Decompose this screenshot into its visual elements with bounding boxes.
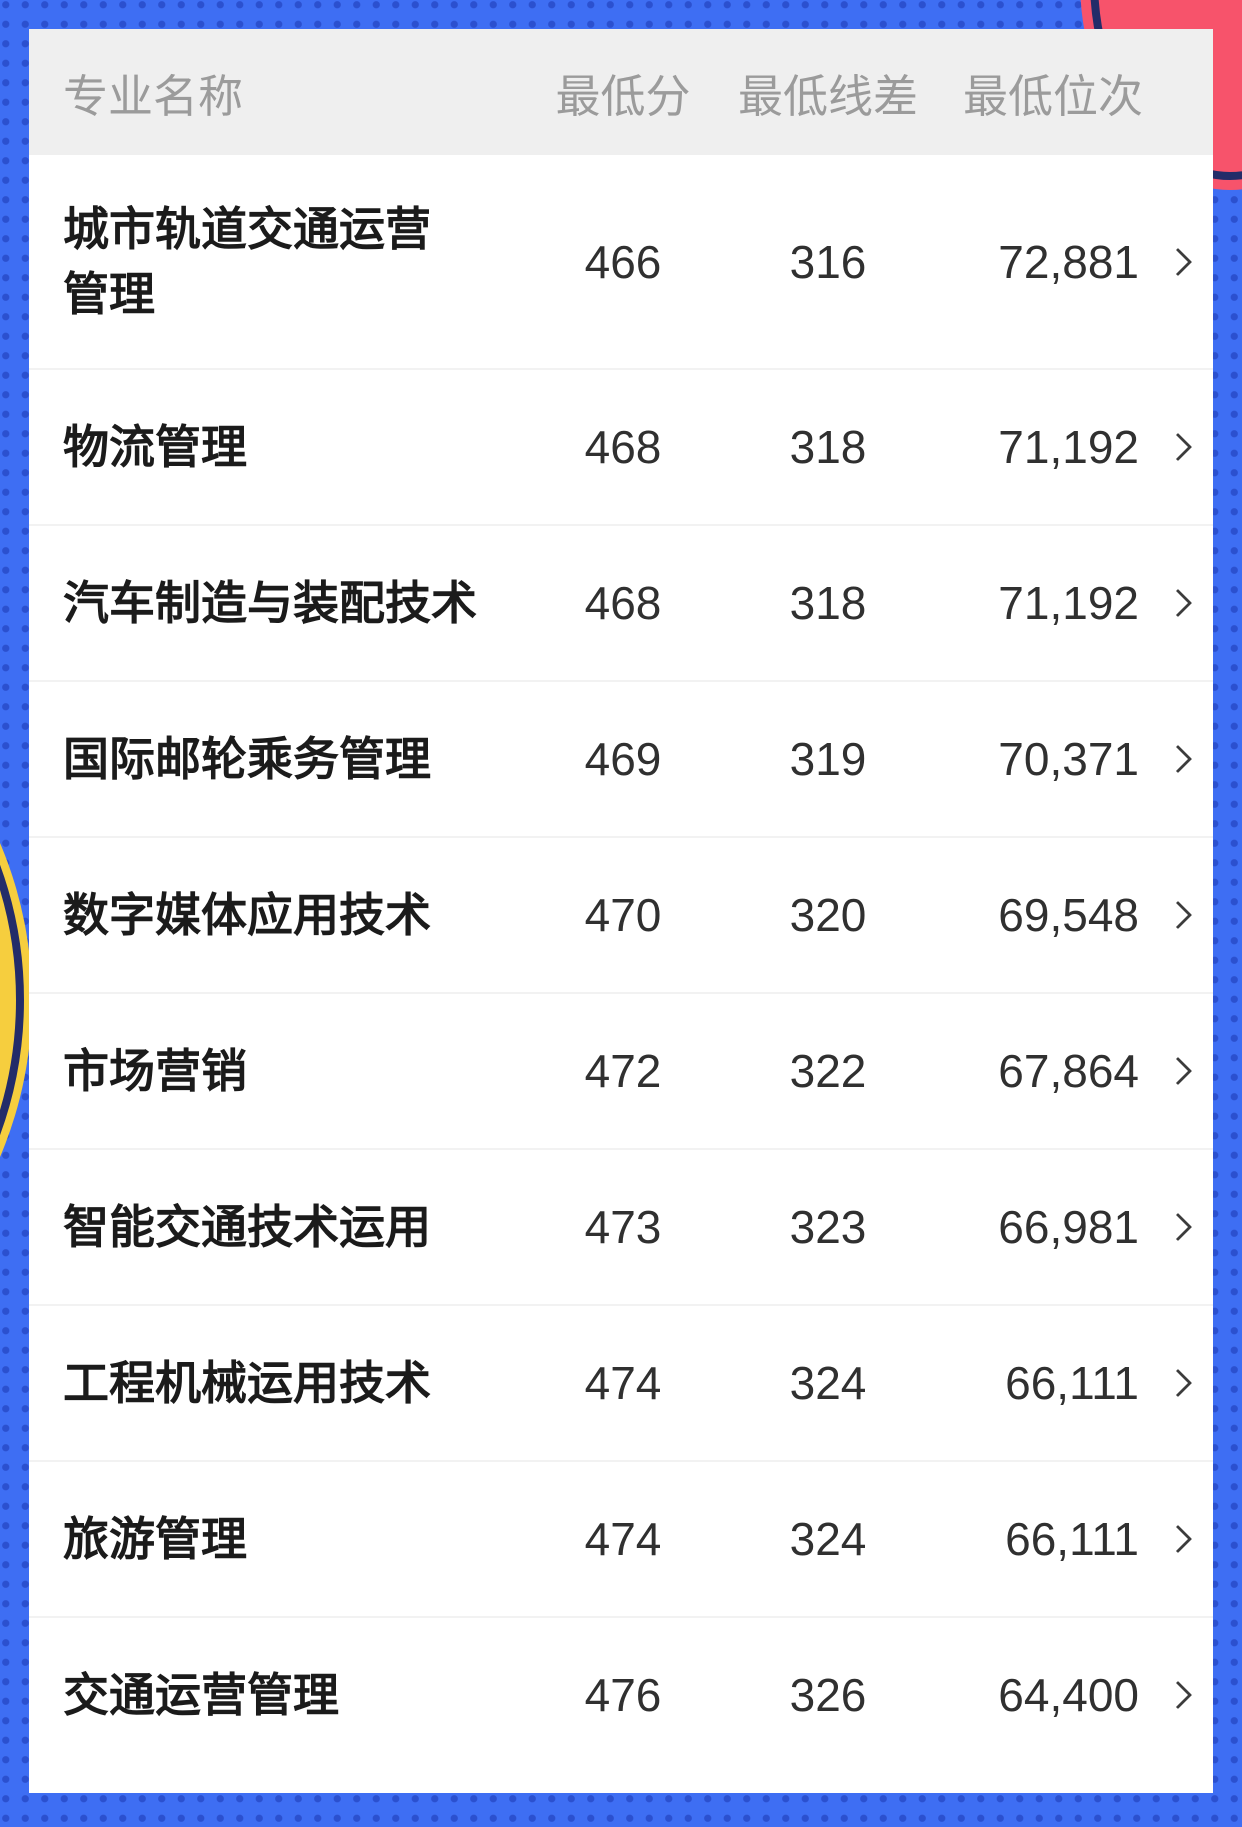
major-name: 物流管理: [63, 420, 247, 473]
min-diff-value: 320: [789, 889, 867, 941]
min-rank-value: 67,864: [998, 1045, 1139, 1097]
header-min-diff: 最低线差: [737, 70, 918, 122]
scores-table-card: 专业名称 最低分 最低线差 最低位次 城市轨道交通运营 管理 466 316 7…: [29, 29, 1213, 1793]
min-rank-value: 64,400: [998, 1669, 1139, 1721]
min-score-value: 470: [584, 889, 662, 941]
min-rank-value: 66,111: [1005, 1357, 1139, 1409]
table-row[interactable]: 汽车制造与装配技术 468 318 71,192: [29, 524, 1213, 680]
header-min-rank: 最低位次: [962, 70, 1143, 122]
min-diff-value: 316: [789, 235, 867, 288]
table-row[interactable]: 城市轨道交通运营 管理 466 316 72,881: [29, 155, 1213, 368]
table-row[interactable]: 旅游管理 474 324 66,111: [29, 1460, 1213, 1616]
min-diff-value: 324: [789, 1513, 867, 1565]
major-name: 智能交通技术运用: [63, 1200, 431, 1253]
row-detail-link[interactable]: [1153, 1524, 1203, 1554]
major-name: 汽车制造与装配技术: [63, 576, 477, 629]
min-score-value: 476: [584, 1669, 662, 1721]
min-score-value: 468: [584, 421, 662, 473]
table-row[interactable]: 工程机械运用技术 474 324 66,111: [29, 1304, 1213, 1460]
min-score-value: 472: [584, 1045, 662, 1097]
chevron-right-icon: [1163, 900, 1193, 930]
min-rank-value: 69,548: [998, 889, 1139, 941]
min-diff-value: 318: [789, 577, 867, 629]
table-row[interactable]: 数字媒体应用技术 470 320 69,548: [29, 836, 1213, 992]
min-rank-value: 71,192: [998, 421, 1139, 473]
row-detail-link[interactable]: [1153, 1212, 1203, 1242]
min-score-value: 468: [584, 577, 662, 629]
min-score-value: 474: [584, 1513, 662, 1565]
major-name: 城市轨道交通运营 管理: [63, 203, 431, 320]
min-rank-value: 71,192: [998, 577, 1139, 629]
table-header: 专业名称 最低分 最低线差 最低位次: [29, 29, 1213, 155]
major-name: 市场营销: [63, 1044, 247, 1097]
row-detail-link[interactable]: [1153, 744, 1203, 774]
table-row[interactable]: 智能交通技术运用 473 323 66,981: [29, 1148, 1213, 1304]
min-score-value: 466: [584, 235, 662, 288]
table-body: 城市轨道交通运营 管理 466 316 72,881 物流管理 468 318 …: [29, 155, 1213, 1772]
min-diff-value: 326: [789, 1669, 867, 1721]
yellow-blob: [0, 843, 32, 1157]
major-name: 旅游管理: [63, 1512, 247, 1565]
row-detail-link[interactable]: [1153, 432, 1203, 462]
chevron-right-icon: [1163, 1056, 1193, 1086]
row-detail-link[interactable]: [1153, 247, 1203, 276]
chevron-right-icon: [1163, 247, 1193, 276]
header-major-name: 专业名称: [63, 70, 244, 122]
table-row[interactable]: 交通运营管理 476 326 64,400: [29, 1616, 1213, 1772]
min-diff-value: 323: [789, 1201, 867, 1253]
min-rank-value: 66,981: [998, 1201, 1139, 1253]
major-name: 数字媒体应用技术: [63, 888, 431, 941]
chevron-right-icon: [1163, 588, 1193, 618]
chevron-right-icon: [1163, 1368, 1193, 1398]
major-name: 国际邮轮乘务管理: [63, 732, 431, 785]
min-diff-value: 318: [789, 421, 867, 473]
min-rank-value: 66,111: [1005, 1513, 1139, 1565]
chevron-right-icon: [1163, 432, 1193, 462]
row-detail-link[interactable]: [1153, 1680, 1203, 1710]
chevron-right-icon: [1163, 1680, 1193, 1710]
min-rank-value: 72,881: [998, 235, 1139, 288]
row-detail-link[interactable]: [1153, 900, 1203, 930]
table-row[interactable]: 物流管理 468 318 71,192: [29, 368, 1213, 524]
chevron-right-icon: [1163, 1524, 1193, 1554]
row-detail-link[interactable]: [1153, 1368, 1203, 1398]
min-diff-value: 322: [789, 1045, 867, 1097]
table-row[interactable]: 国际邮轮乘务管理 469 319 70,371: [29, 680, 1213, 836]
row-detail-link[interactable]: [1153, 588, 1203, 618]
min-diff-value: 324: [789, 1357, 867, 1409]
min-rank-value: 70,371: [998, 733, 1139, 785]
header-min-score: 最低分: [555, 70, 691, 122]
row-detail-link[interactable]: [1153, 1056, 1203, 1086]
min-score-value: 474: [584, 1357, 662, 1409]
min-score-value: 473: [584, 1201, 662, 1253]
table-row[interactable]: 市场营销 472 322 67,864: [29, 992, 1213, 1148]
major-name: 交通运营管理: [63, 1668, 339, 1721]
min-score-value: 469: [584, 733, 662, 785]
min-diff-value: 319: [789, 733, 867, 785]
chevron-right-icon: [1163, 1212, 1193, 1242]
major-name: 工程机械运用技术: [63, 1356, 431, 1409]
chevron-right-icon: [1163, 744, 1193, 774]
